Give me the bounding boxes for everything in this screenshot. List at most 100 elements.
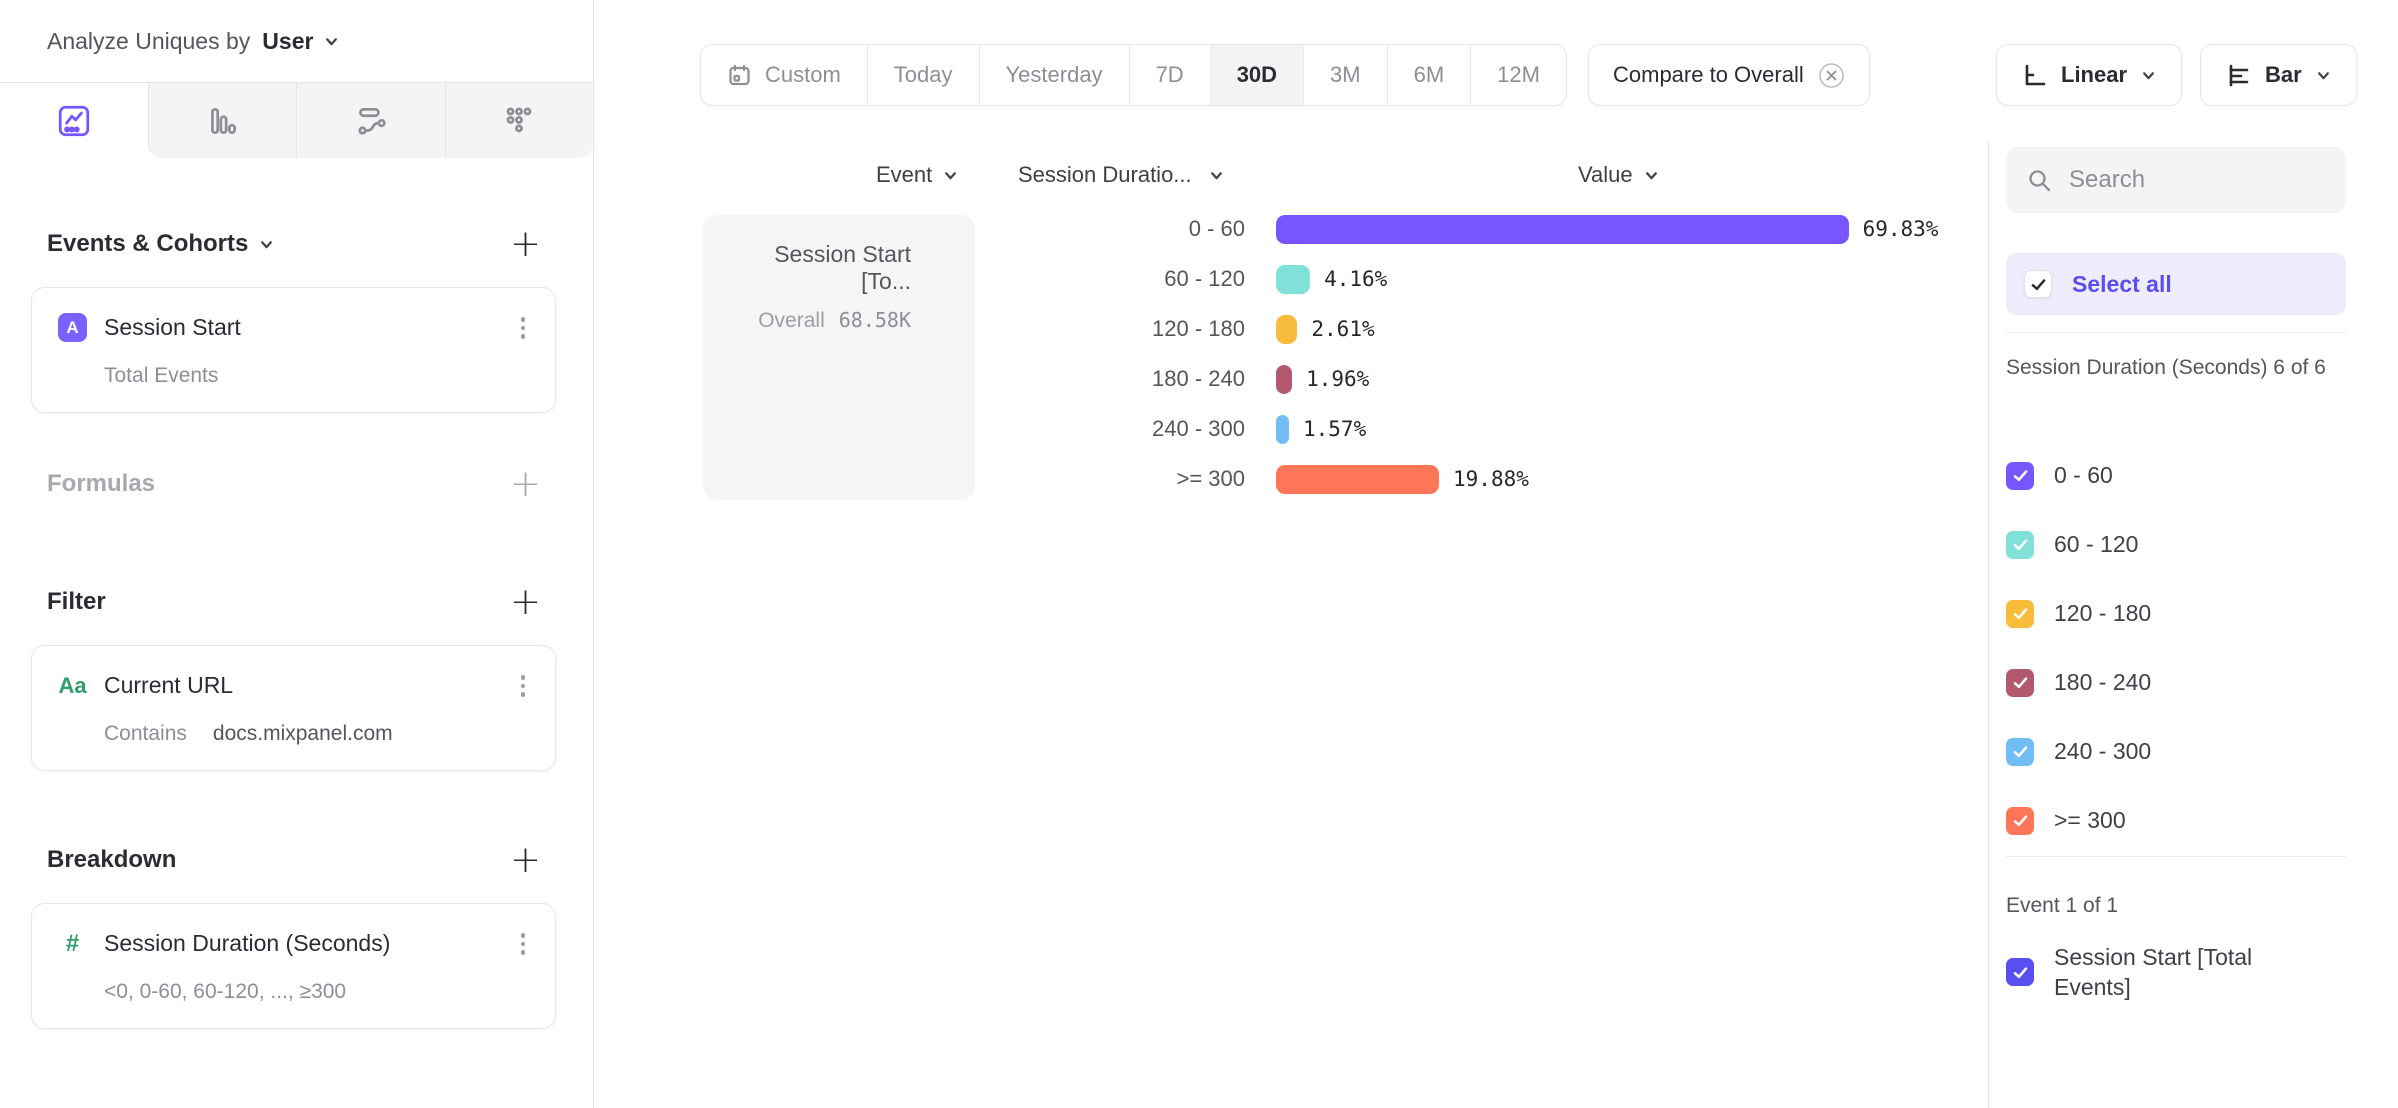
- checkmark-icon: [2013, 815, 2027, 827]
- chart-event-cell[interactable]: Session Start [To... Overall 68.58K: [703, 215, 975, 500]
- date-range-3m[interactable]: 3M: [1303, 45, 1387, 105]
- bar-segment[interactable]: [1276, 314, 1298, 344]
- select-all-checkbox[interactable]: [2024, 270, 2052, 298]
- legend-checkbox[interactable]: [2006, 806, 2034, 835]
- chart-rows: 0 - 60 69.83% 60 - 120 4.16% 120 - 180 2.61% 1…: [975, 204, 1938, 504]
- add-breakdown-button[interactable]: +: [509, 838, 541, 881]
- legend-label: 120 - 180: [2054, 600, 2152, 626]
- legend-checkbox[interactable]: [2006, 530, 2034, 559]
- legend-item[interactable]: 120 - 180: [2006, 579, 2346, 648]
- bar-segment[interactable]: [1276, 364, 1293, 394]
- events-cohorts-title[interactable]: Events & Cohorts: [47, 230, 275, 258]
- kebab-menu-icon[interactable]: [517, 929, 530, 959]
- value-column-header[interactable]: Value: [1578, 162, 1660, 188]
- tab-insights[interactable]: [0, 83, 148, 158]
- filter-card-current-url[interactable]: Aa Current URL Contains docs.mixpanel.co…: [31, 645, 556, 771]
- category-label: 0 - 60: [1188, 216, 1245, 241]
- legend-item[interactable]: 60 - 120: [2006, 510, 2346, 579]
- event-column-header[interactable]: Event: [876, 162, 959, 188]
- date-range-today[interactable]: Today: [866, 45, 979, 105]
- scale-selector-button[interactable]: Linear: [1996, 44, 2183, 106]
- date-range-6m[interactable]: 6M: [1386, 45, 1471, 105]
- filter-operator[interactable]: Contains: [104, 721, 187, 745]
- bar-segment[interactable]: [1276, 464, 1440, 494]
- chart-type-button[interactable]: Bar: [2200, 44, 2357, 106]
- overall-label: Overall: [758, 309, 825, 332]
- bar-segment[interactable]: [1276, 414, 1289, 444]
- bar-segment[interactable]: [1276, 214, 1849, 244]
- chevron-down-icon: [261, 240, 273, 248]
- breakdown-group-header: Session Duration (Seconds) 6 of 6: [2006, 356, 2326, 379]
- string-property-icon: Aa: [58, 672, 87, 698]
- tab-flows[interactable]: [296, 83, 444, 158]
- chevron-down-icon: [945, 171, 957, 179]
- remove-compare-icon[interactable]: [1818, 62, 1845, 89]
- kebab-menu-icon[interactable]: [517, 671, 530, 701]
- add-formula-button[interactable]: +: [509, 462, 541, 505]
- breakdown-card-session-duration[interactable]: # Session Duration (Seconds) <0, 0-60, 6…: [31, 903, 556, 1029]
- date-range-control: Custom Today Yesterday 7D 30D 3M 6M 12M: [700, 44, 1567, 106]
- events-cohorts-section-header: Events & Cohorts +: [47, 222, 541, 266]
- breakdown-buckets[interactable]: <0, 0-60, 60-120, ..., ≥300: [104, 979, 347, 1003]
- checkmark-icon: [2013, 677, 2027, 689]
- select-all-row[interactable]: Select all: [2006, 253, 2346, 315]
- divider: [2006, 856, 2346, 857]
- legend-item[interactable]: 240 - 300: [2006, 717, 2346, 786]
- kebab-menu-icon[interactable]: [517, 313, 530, 343]
- chevron-down-icon: [1645, 171, 1657, 179]
- query-builder-sidebar: Analyze Uniques by User: [0, 0, 594, 1108]
- chart-row: 180 - 240 1.96%: [975, 354, 1938, 404]
- search-icon: [2029, 169, 2051, 191]
- overall-value: 68.58K: [838, 308, 911, 332]
- select-all-label: Select all: [2072, 270, 2172, 297]
- divider: [2006, 332, 2346, 333]
- bar-value-label: 69.83%: [1862, 217, 1939, 241]
- date-range-custom[interactable]: Custom: [701, 45, 867, 105]
- chevron-down-icon[interactable]: [323, 33, 340, 50]
- legend-item[interactable]: 0 - 60: [2006, 441, 2346, 510]
- breakdown-legend-list: 0 - 60 60 - 120 120 - 180 180 - 240 240 - 30…: [2006, 441, 2346, 855]
- chevron-down-icon: [2143, 71, 2154, 79]
- legend-checkbox[interactable]: [2006, 668, 2034, 697]
- legend-item[interactable]: 180 - 240: [2006, 648, 2346, 717]
- date-range-yesterday[interactable]: Yesterday: [978, 45, 1129, 105]
- chart-row: 0 - 60 69.83%: [975, 204, 1938, 254]
- date-range-7d[interactable]: 7D: [1128, 45, 1210, 105]
- legend-checkbox[interactable]: [2006, 599, 2034, 628]
- breakdown-section-header: Breakdown +: [47, 838, 541, 882]
- bar-segment[interactable]: [1276, 264, 1311, 294]
- add-event-button[interactable]: +: [509, 222, 541, 265]
- date-range-30d[interactable]: 30D: [1209, 45, 1304, 105]
- compare-to-overall-pill[interactable]: Compare to Overall: [1588, 44, 1870, 106]
- legend-checkbox[interactable]: [2006, 958, 2034, 986]
- date-range-12m[interactable]: 12M: [1470, 45, 1566, 105]
- tab-retention[interactable]: [444, 83, 593, 158]
- legend-checkbox[interactable]: [2006, 737, 2034, 766]
- legend-item[interactable]: >= 300: [2006, 786, 2346, 855]
- legend-label: 240 - 300: [2054, 738, 2152, 764]
- legend-label: 60 - 120: [2054, 531, 2139, 557]
- bar-value-label: 4.16%: [1324, 267, 1388, 291]
- category-label: >= 300: [1176, 466, 1245, 491]
- event-legend-item[interactable]: Session Start [Total Events]: [2006, 942, 2346, 1002]
- category-label: 60 - 120: [1164, 266, 1245, 291]
- insights-icon: [58, 105, 90, 136]
- compare-to-overall-label: Compare to Overall: [1613, 62, 1804, 87]
- date-range-label: 3M: [1330, 62, 1361, 87]
- search-input[interactable]: [2069, 166, 2326, 194]
- legend-label: >= 300: [2054, 807, 2126, 833]
- report-type-tabs: [0, 82, 593, 158]
- analyze-uniques-value[interactable]: User: [262, 27, 314, 54]
- date-range-label: 7D: [1155, 62, 1184, 87]
- event-counting-method[interactable]: Total Events: [104, 363, 219, 387]
- event-card-session-start[interactable]: A Session Start Total Events: [31, 287, 556, 413]
- tab-funnels[interactable]: [149, 83, 296, 158]
- category-label: 180 - 240: [1152, 366, 1245, 391]
- breakdown-column-header[interactable]: Session Duratio...: [1018, 162, 1225, 188]
- chevron-down-icon: [1210, 171, 1222, 179]
- filter-value[interactable]: docs.mixpanel.com: [212, 721, 393, 745]
- add-filter-button[interactable]: +: [509, 580, 541, 623]
- segment-search-box[interactable]: [2006, 147, 2346, 213]
- legend-checkbox[interactable]: [2006, 461, 2034, 490]
- bar-value-label: 19.88%: [1453, 467, 1529, 491]
